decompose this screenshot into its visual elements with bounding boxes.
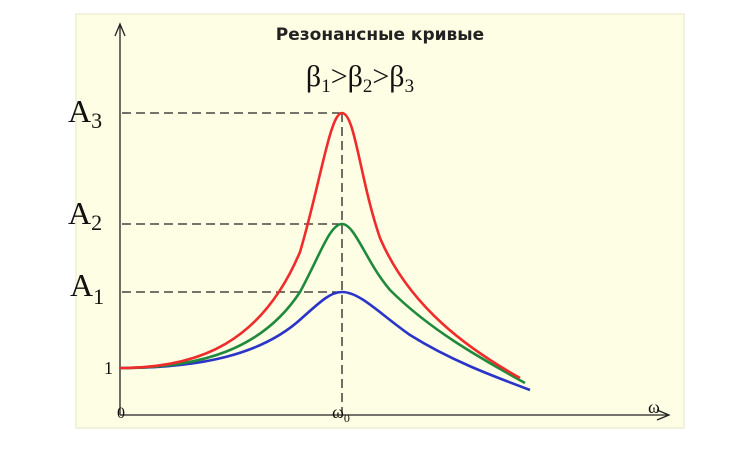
operator: > bbox=[331, 60, 348, 93]
y-label: A3 bbox=[68, 93, 102, 133]
x-arrow bbox=[656, 409, 671, 421]
term-sub: 2 bbox=[363, 76, 373, 97]
label-sub: 0 bbox=[344, 411, 350, 425]
panel bbox=[75, 13, 685, 429]
unit-label: 1 bbox=[104, 358, 113, 378]
label-sub: 1 bbox=[93, 284, 104, 309]
term-sub: 3 bbox=[405, 76, 415, 97]
curve-beta3 bbox=[119, 111, 521, 380]
y-label: A2 bbox=[68, 195, 102, 235]
y-arrow bbox=[114, 22, 126, 37]
label-sub: 2 bbox=[91, 210, 102, 235]
term-main: β bbox=[306, 60, 321, 93]
label-main: A bbox=[68, 195, 91, 231]
term-sub: 1 bbox=[321, 76, 331, 97]
resonance-label: ω0 bbox=[332, 402, 350, 425]
label-sub: 3 bbox=[91, 108, 102, 133]
label-main: A bbox=[70, 267, 93, 303]
title: Резонансные кривые bbox=[276, 25, 484, 45]
origin-label: 0 bbox=[117, 405, 125, 422]
term-main: β bbox=[348, 60, 363, 93]
label-main: A bbox=[68, 93, 91, 129]
curve-beta1 bbox=[119, 290, 531, 392]
label-main: ω bbox=[332, 402, 344, 422]
term-main: β bbox=[389, 60, 404, 93]
curve-beta2 bbox=[119, 222, 526, 385]
operator: > bbox=[372, 60, 389, 93]
x-axis-label: ω bbox=[648, 397, 660, 417]
y-label: A1 bbox=[70, 267, 104, 309]
relation: β1>β2>β3 bbox=[306, 60, 414, 97]
